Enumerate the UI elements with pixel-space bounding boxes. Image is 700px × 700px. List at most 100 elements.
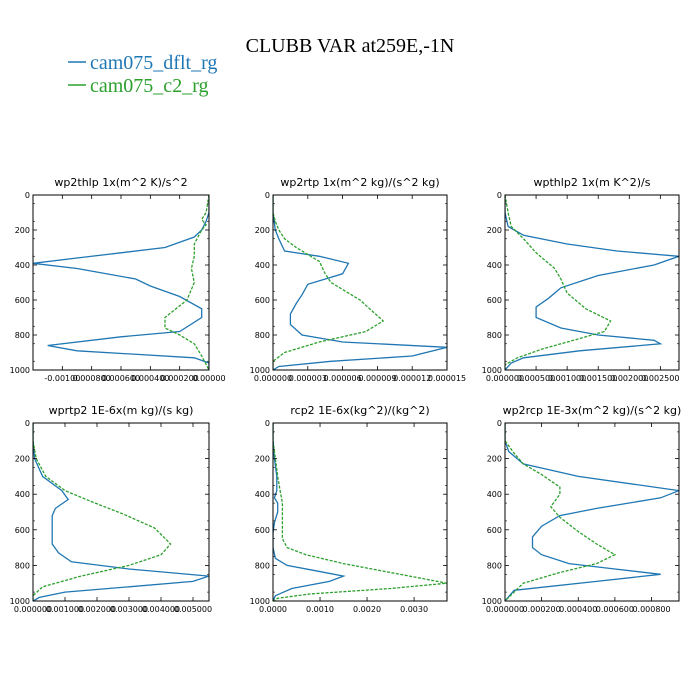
y-tick-label: 200 [487,455,502,464]
y-tick-label: 600 [487,296,502,305]
x-tick-label: 0.000000 [486,605,524,614]
x-tick-label: 0.0030 [400,605,428,614]
x-tick-label: 0.000000 [14,605,52,614]
legend-label-dflt: cam075_dflt_rg [90,52,217,74]
y-tick-label: 0 [265,191,270,200]
y-tick-label: 600 [487,526,502,535]
y-tick-label: 400 [15,490,30,499]
y-tick-label: 200 [255,226,270,235]
x-tick-label: 0.002000 [610,374,648,383]
series-line-c2 [273,195,385,370]
x-tick-label: 0.0000 [259,605,287,614]
x-tick-label: 0.001000 [46,605,84,614]
y-tick-label: 800 [487,561,502,570]
y-tick-label: 0 [265,419,270,428]
x-tick-label: 0.001500 [579,374,617,383]
y-tick-label: 400 [487,490,502,499]
x-tick-label: 0.005000 [174,605,212,614]
y-tick-label: 600 [255,526,270,535]
y-tick-label: 200 [15,226,30,235]
y-tick-label: 1000 [10,366,30,375]
x-tick-label: 0.000009 [358,374,396,383]
series-line-dflt [505,195,679,370]
series-line-dflt [505,423,679,601]
x-tick-label: 0.000012 [393,374,431,383]
panel-title: wpthlp2 1x(m K^2)/s [534,176,651,189]
figure-title: CLUBB VAR at259E,-1N [246,35,455,57]
y-tick-label: 0 [25,191,30,200]
panel-title: rcp2 1E-6x(kg^2)/(kg^2) [290,404,429,417]
x-tick-label: 0.002500 [641,374,679,383]
x-tick-label: 0.001000 [548,374,586,383]
panel-5: rcp2 1E-6x(kg^2)/(kg^2) 0 200 400 600 800 1000… [250,404,448,614]
x-tick-label: 0.000000 [486,374,524,383]
x-tick-label: 0.0010 [306,605,334,614]
series-line-dflt [33,195,209,370]
plot-frame [504,422,680,602]
y-tick-label: 1000 [10,597,30,606]
panel-1: wp2thlp 1x(m^2 K)/s^2 0 200 400 600 800 1000 -0… [10,176,226,383]
legend-label-c2: cam075_c2_rg [90,75,209,97]
y-tick-label: 800 [255,561,270,570]
y-tick-label: 600 [15,526,30,535]
y-tick-label: 400 [255,261,270,270]
series-line-c2 [33,423,172,601]
y-tick-label: 0 [497,191,502,200]
y-tick-label: 1000 [250,366,270,375]
plot-frame [272,194,448,371]
panel-2: wp2rtp 1x(m^2 kg)/(s^2 kg) 0 200 400 600 800 1… [250,176,466,383]
x-tick-label: 0.000400 [559,605,597,614]
panel-title: wprtp2 1E-6x(m kg)/(s kg) [49,404,194,417]
y-tick-label: 400 [487,261,502,270]
panel-title: wp2thlp 1x(m^2 K)/s^2 [54,176,187,189]
series-line-c2 [505,423,617,601]
panel-3: wpthlp2 1x(m K^2)/s020040060080010000.00… [482,176,680,383]
y-tick-label: 1000 [250,597,270,606]
series-line-c2 [273,423,447,601]
y-tick-label: 200 [15,455,30,464]
x-tick-label: 0.000003 [289,374,327,383]
y-tick-label: 400 [255,490,270,499]
y-tick-label: 600 [255,296,270,305]
x-tick-label: 0.000400 [131,374,169,383]
series-line-c2 [505,195,612,370]
x-tick-label: 0.000200 [161,374,199,383]
x-tick-label: -0.00100 [44,374,80,383]
y-tick-label: 800 [15,331,30,340]
y-tick-label: 200 [487,226,502,235]
y-tick-label: 800 [255,331,270,340]
series-line-c2 [164,195,209,370]
x-tick-label: 0.000000 [254,374,292,383]
plot-frame [272,422,448,602]
x-tick-label: 0.004000 [142,605,180,614]
panels: wp2thlp 1x(m^2 K)/s^2 0 200 400 600 800 1000 -0… [10,176,682,614]
y-tick-label: 1000 [482,366,502,375]
series-line-dflt [273,195,447,370]
panel-title: wp2rcp 1E-3x(m^2 kg)/(s^2 kg) [503,404,682,417]
y-tick-label: 200 [255,455,270,464]
plot-frame [504,194,680,371]
panel-6: wp2rcp 1E-3x(m^2 kg)/(s^2 kg)0 200 400 600 8… [482,404,682,614]
legend: cam075_dflt_rg cam075_c2_rg [68,52,217,97]
x-tick-label: 0.0020 [353,605,381,614]
series-line-dflt [273,423,346,601]
y-tick-label: 0 [25,419,30,428]
x-tick-label: 0.002000 [78,605,116,614]
x-tick-label: 0.000200 [523,605,561,614]
x-tick-label: 0.000800 [632,605,670,614]
x-tick-label: 0.000500 [517,374,555,383]
panel-4: wprtp2 1E-6x(m kg)/(s kg) 0 200 400 600 800 10… [10,404,212,614]
series-line-dflt [33,423,209,601]
y-tick-label: 600 [15,296,30,305]
x-tick-label: 0.000015 [428,374,466,383]
x-tick-label: 0.000600 [102,374,140,383]
x-tick-label: 0.000600 [596,605,634,614]
x-tick-label: 0.003000 [110,605,148,614]
y-tick-label: 400 [15,261,30,270]
y-tick-label: 0 [497,419,502,428]
x-tick-label: 0.000800 [73,374,111,383]
plot-frame [32,422,210,602]
panel-title: wp2rtp 1x(m^2 kg)/(s^2 kg) [280,176,439,189]
y-tick-label: 800 [15,561,30,570]
